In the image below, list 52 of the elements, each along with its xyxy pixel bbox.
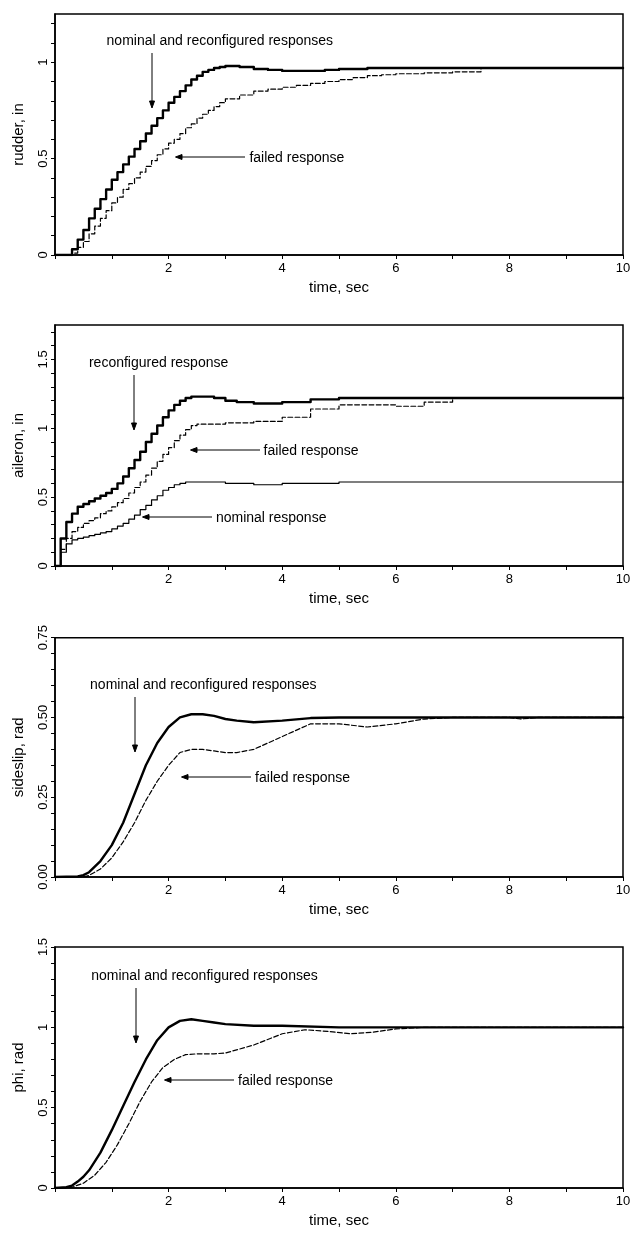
x-axis-title: time, sec [308, 1210, 370, 1228]
x-tick-label: 10 [615, 571, 631, 586]
x-axis-title: time, sec [308, 899, 370, 917]
annotation: nominal and reconfigured responses [90, 675, 317, 692]
y-tick-label: 0.5 [35, 488, 50, 507]
x-axis-title: time, sec [308, 277, 370, 295]
x-tick-label: 8 [505, 260, 514, 275]
x-tick-label: 2 [164, 260, 173, 275]
y-tick-label: 0.25 [35, 784, 50, 810]
x-tick-label: 8 [505, 571, 514, 586]
x-tick-label: 10 [615, 1193, 631, 1208]
annotation: reconfigured response [88, 353, 229, 370]
annotation: nominal and reconfigured responses [106, 32, 334, 49]
annotation: nominal and reconfigured responses [91, 966, 318, 983]
y-axis-title: aileron, in [9, 412, 26, 479]
y-tick-label: 0.5 [35, 149, 50, 168]
y-tick-label: 1 [35, 58, 50, 66]
x-tick-label: 4 [278, 260, 286, 275]
y-tick-label: 0.5 [35, 1098, 50, 1117]
x-tick-label: 6 [392, 882, 400, 897]
x-tick-label: 8 [505, 1193, 514, 1208]
y-tick-label: 1 [35, 424, 50, 432]
y-tick-label: 0 [35, 562, 50, 570]
y-tick-label: 0.00 [35, 864, 50, 890]
x-tick-label: 2 [164, 882, 173, 897]
y-tick-label: 1 [35, 1023, 50, 1031]
annotation: failed response [263, 442, 359, 459]
annotation: failed response [249, 148, 345, 165]
annotation: nominal response [215, 509, 327, 526]
x-axis-title: time, sec [308, 588, 370, 606]
y-tick-label: 1.5 [35, 937, 50, 957]
y-axis-title: rudder, in [9, 103, 26, 166]
annotation: failed response [255, 769, 351, 786]
x-tick-label: 4 [278, 571, 286, 586]
x-tick-label: 6 [392, 260, 400, 275]
x-tick-label: 10 [615, 260, 631, 275]
annotation: failed response [238, 1071, 334, 1088]
x-tick-label: 4 [278, 1193, 286, 1208]
y-tick-label: 0.50 [35, 704, 50, 731]
y-axis-title: sideslip, rad [9, 717, 26, 798]
x-tick-label: 8 [505, 882, 514, 897]
y-tick-label: 0 [35, 1184, 50, 1192]
x-tick-label: 6 [392, 1193, 400, 1208]
y-tick-label: 1.5 [35, 350, 50, 369]
y-axis-title: phi, rad [9, 1042, 26, 1093]
x-tick-label: 4 [278, 882, 286, 897]
x-tick-label: 6 [392, 571, 400, 586]
y-tick-label: 0 [35, 251, 50, 259]
x-tick-label: 2 [164, 571, 173, 586]
x-tick-label: 2 [164, 1193, 173, 1208]
x-tick-label: 10 [615, 882, 631, 897]
y-tick-label: 0.75 [35, 624, 50, 651]
